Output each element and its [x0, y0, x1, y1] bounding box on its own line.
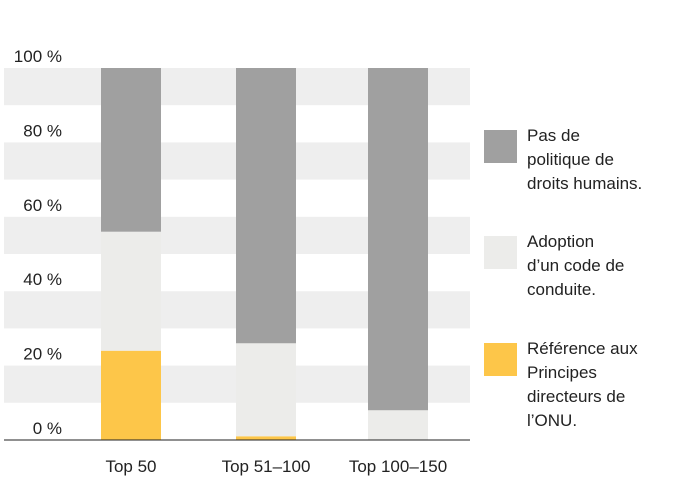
legend: Pas de politique de droits humains. Adop… [484, 0, 676, 481]
x-category-label: Top 100–150 [349, 457, 447, 476]
bar-segment [236, 436, 296, 440]
bar-segment [101, 231, 161, 351]
legend-swatch-un-principles [484, 343, 517, 376]
legend-label-line: d’un code de [527, 256, 625, 275]
bars [101, 68, 428, 440]
legend-label-line: Pas de [527, 126, 580, 145]
legend-label-line: directeurs de [527, 387, 626, 406]
legend-item-no-policy: Pas de politique de droits humains. [484, 124, 676, 196]
legend-label-code-of-conduct: Adoption d’un code de conduite. [527, 230, 676, 302]
legend-swatch-no-policy [484, 130, 517, 163]
legend-label-line: Principes [527, 363, 597, 382]
y-tick-label: 100 % [14, 47, 62, 66]
legend-label-no-policy: Pas de politique de droits humains. [527, 124, 676, 196]
legend-item-code-of-conduct: Adoption d’un code de conduite. [484, 230, 676, 302]
bar-segment [236, 68, 296, 344]
y-tick-label: 20 % [23, 345, 62, 364]
legend-label-line: conduite. [527, 280, 596, 299]
y-tick-label: 80 % [23, 121, 62, 140]
legend-label-line: droits humains. [527, 174, 643, 193]
y-tick-label: 0 % [33, 419, 62, 438]
bar-segment [368, 410, 428, 440]
stacked-bar-chart: 0 % 20 % 40 % 60 % 80 % 100 % Top 50 Top 51–10… [4, 47, 470, 476]
x-category-label: Top 51–100 [222, 457, 311, 476]
legend-label-line: Adoption [527, 232, 595, 251]
legend-label-line: Référence aux [527, 339, 638, 358]
y-tick-label: 40 % [23, 270, 62, 289]
legend-label-line: politique de [527, 150, 614, 169]
y-axis-ticks: 0 % 20 % 40 % 60 % 80 % 100 % [14, 47, 62, 438]
y-tick-label: 60 % [23, 196, 62, 215]
bar-segment [101, 68, 161, 232]
x-axis-categories: Top 50 Top 51–100 Top 100–150 [105, 457, 447, 476]
x-category-label: Top 50 [105, 457, 156, 476]
legend-item-un-principles: Référence aux Principes directeurs de l’… [484, 337, 676, 433]
bar-segment [236, 343, 296, 437]
legend-label-un-principles: Référence aux Principes directeurs de l’… [527, 337, 676, 433]
legend-label-line: l’ONU. [527, 411, 578, 430]
bar-segment [101, 350, 161, 440]
bar-segment [368, 68, 428, 411]
legend-swatch-code-of-conduct [484, 236, 517, 269]
